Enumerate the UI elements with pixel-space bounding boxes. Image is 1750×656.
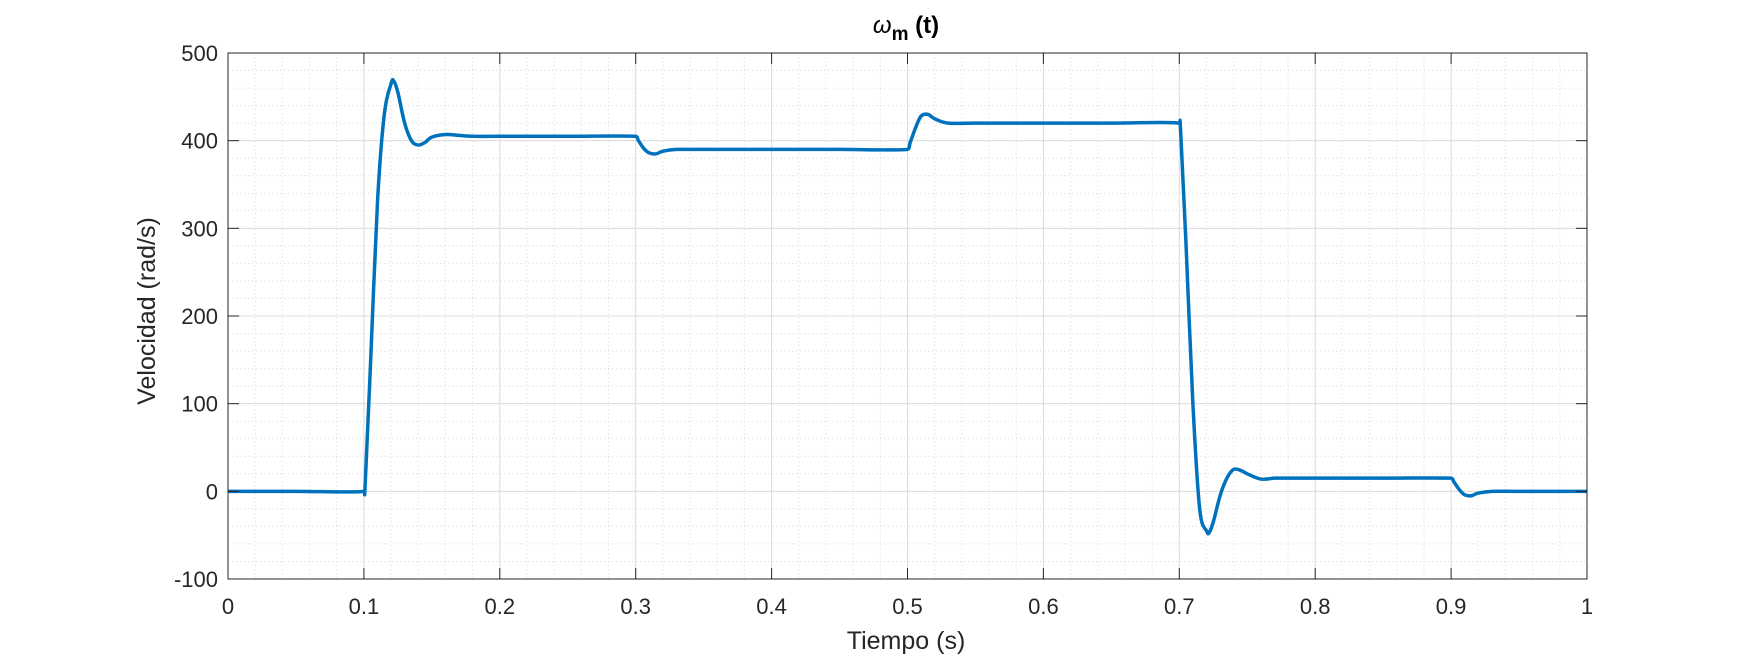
x-tick-label: 0.3 [620, 594, 651, 619]
y-tick-label: 400 [181, 129, 218, 154]
y-tick-label: 300 [181, 216, 218, 241]
x-tick-label: 0.5 [892, 594, 923, 619]
chart-title-suffix: (t) [908, 12, 939, 39]
x-tick-label: 0.4 [756, 594, 787, 619]
x-tick-label: 0.8 [1300, 594, 1331, 619]
y-tick-label: 0 [206, 479, 218, 504]
x-tick-label: 1 [1581, 594, 1593, 619]
x-tick-label: 0 [222, 594, 234, 619]
chart-title: ωm (t) [873, 12, 939, 45]
y-tick-label: 200 [181, 304, 218, 329]
chart-title-subscript: m [892, 24, 909, 45]
series-layer [228, 77, 1587, 536]
y-tick-labels: -100 0 100 200 300 400 500 [174, 41, 218, 592]
x-tick-label: 0.9 [1436, 594, 1467, 619]
series-line [228, 77, 1587, 536]
x-axis-label: Tiempo (s) [847, 627, 966, 655]
y-axis-label: Velocidad (rad/s) [133, 217, 161, 405]
x-tick-label: 0.1 [349, 594, 380, 619]
x-tick-label: 0.2 [485, 594, 516, 619]
x-tick-label: 0.6 [1028, 594, 1059, 619]
x-tick-label: 0.7 [1164, 594, 1195, 619]
chart-title-symbol: ω [873, 12, 892, 39]
y-tick-label: 500 [181, 41, 218, 66]
x-tick-labels: 0 0.1 0.2 0.3 0.4 0.5 0.6 0.7 0.8 0.9 1 [222, 594, 1593, 619]
tick-marks [227, 52, 1588, 580]
y-tick-label: 100 [181, 392, 218, 417]
y-tick-label: -100 [174, 567, 218, 592]
